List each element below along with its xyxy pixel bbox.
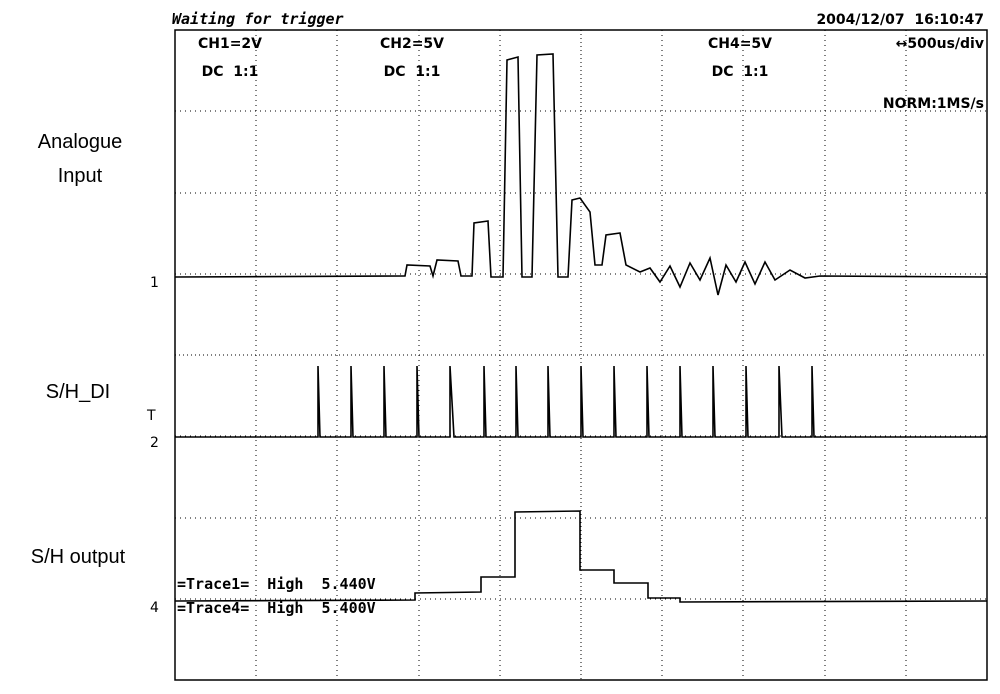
- ch1-coupling: DC 1:1: [202, 64, 259, 80]
- trace-label: Input: [58, 165, 103, 187]
- timestamp: 2004/12/07 16:10:47: [816, 12, 984, 28]
- trace-ch4: [174, 510, 988, 603]
- trace-ch2: [175, 365, 987, 438]
- trace-label: Analogue: [38, 131, 123, 153]
- trace-label: S/H_DI: [46, 381, 110, 403]
- channel-marker: 4: [150, 600, 159, 616]
- ch1-scale: CH1=2V: [198, 36, 262, 52]
- ch2-scale: CH2=5V: [380, 36, 444, 52]
- timebase: ↔500us/div: [896, 36, 984, 52]
- measurement: =Trace1= High 5.440V: [177, 575, 376, 593]
- ch4-coupling: DC 1:1: [712, 64, 769, 80]
- sampling: NORM:1MS/s: [883, 96, 984, 112]
- ch2-coupling: DC 1:1: [384, 64, 441, 80]
- trace-label: S/H output: [31, 546, 126, 568]
- status: Waiting for trigger: [172, 10, 344, 28]
- channel-marker: 2: [150, 435, 159, 451]
- graticule: [175, 30, 987, 680]
- trigger-marker: T: [146, 408, 156, 424]
- trace-ch1: [174, 53, 988, 296]
- measurement: =Trace4= High 5.400V: [177, 599, 376, 617]
- channel-marker: 1: [150, 275, 159, 291]
- ch4-scale: CH4=5V: [708, 36, 772, 52]
